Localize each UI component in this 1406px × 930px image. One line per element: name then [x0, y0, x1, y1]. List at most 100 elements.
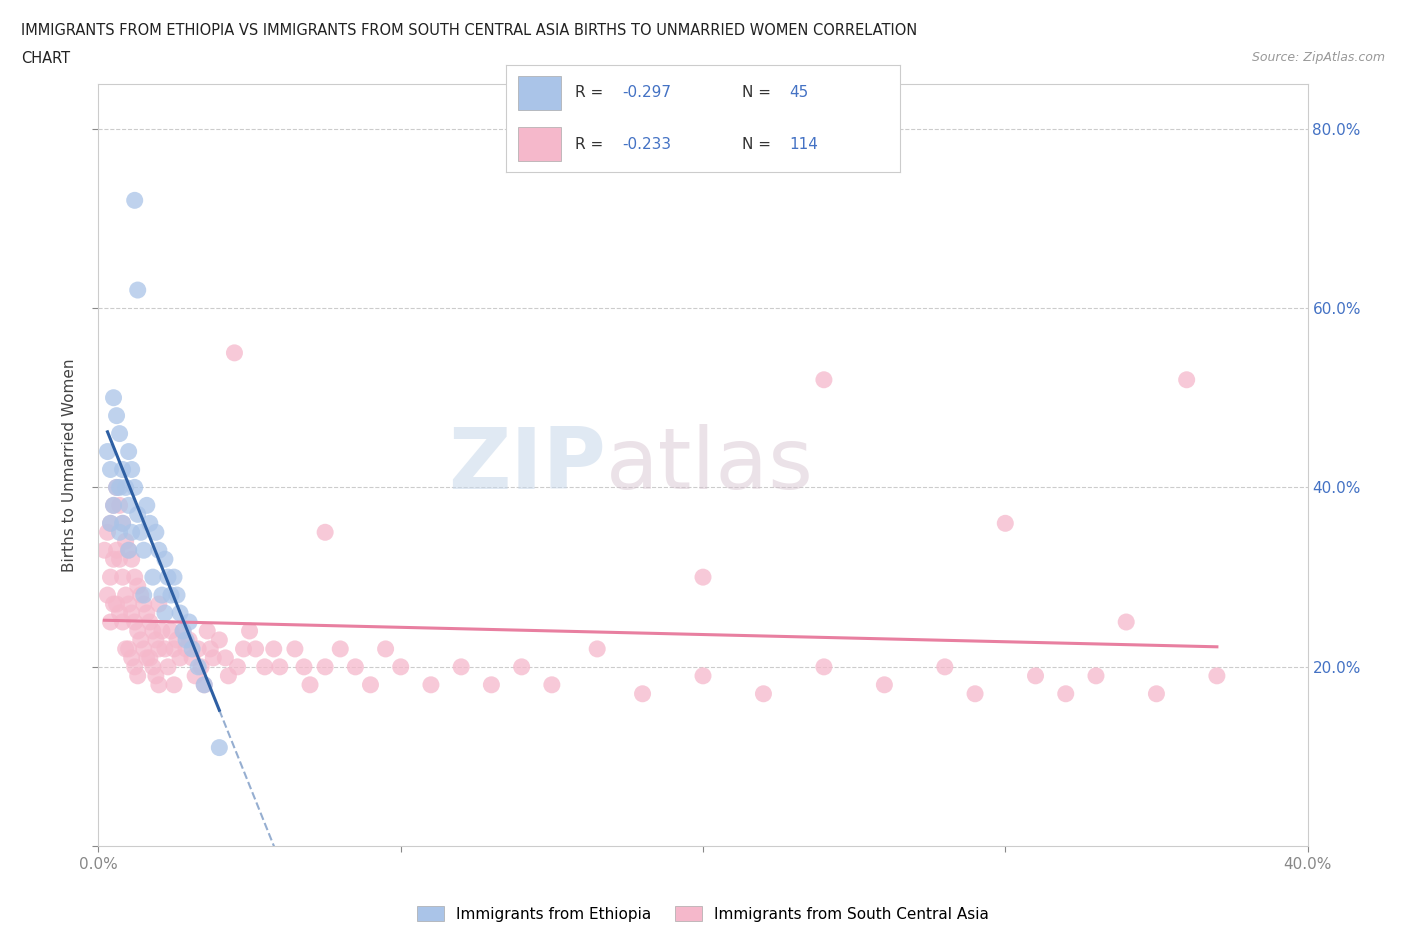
Point — [118, 543, 141, 558]
Point — [540, 677, 562, 692]
Point — [153, 551, 176, 566]
Point — [292, 659, 315, 674]
Point — [181, 642, 204, 657]
Point — [156, 659, 179, 674]
Text: Source: ZipAtlas.com: Source: ZipAtlas.com — [1251, 51, 1385, 64]
Point — [108, 551, 131, 566]
Point — [96, 525, 118, 539]
Point — [450, 659, 472, 674]
Bar — [517, 76, 561, 110]
Point — [139, 650, 162, 665]
Point — [253, 659, 276, 674]
Point — [100, 516, 122, 531]
Point — [148, 642, 170, 657]
Point — [481, 677, 503, 692]
Point — [118, 597, 141, 612]
Point — [226, 659, 249, 674]
Point — [124, 659, 146, 674]
Point — [169, 605, 191, 620]
Point — [1206, 669, 1229, 684]
Point — [124, 615, 146, 630]
Point — [965, 686, 987, 701]
Point — [100, 462, 122, 477]
Point — [692, 570, 714, 585]
Point — [1024, 669, 1046, 684]
Point — [813, 372, 835, 387]
Point — [93, 543, 115, 558]
Text: -0.297: -0.297 — [623, 86, 671, 100]
Text: -0.233: -0.233 — [623, 137, 672, 152]
Point — [108, 426, 131, 441]
Point — [1175, 372, 1198, 387]
Point — [214, 650, 236, 665]
Point — [100, 570, 122, 585]
Point — [105, 408, 128, 423]
Point — [96, 588, 118, 603]
Point — [135, 498, 157, 512]
Point — [692, 669, 714, 684]
Point — [139, 615, 162, 630]
Point — [142, 659, 165, 674]
Point — [129, 588, 152, 603]
Point — [181, 650, 204, 665]
Point — [193, 677, 215, 692]
Point — [127, 623, 149, 638]
Point — [124, 480, 146, 495]
Text: IMMIGRANTS FROM ETHIOPIA VS IMMIGRANTS FROM SOUTH CENTRAL ASIA BIRTHS TO UNMARRI: IMMIGRANTS FROM ETHIOPIA VS IMMIGRANTS F… — [21, 23, 917, 38]
Point — [111, 615, 134, 630]
Y-axis label: Births to Unmarried Women: Births to Unmarried Women — [62, 358, 77, 572]
Point — [299, 677, 322, 692]
Point — [389, 659, 412, 674]
Point — [118, 642, 141, 657]
Point — [163, 570, 186, 585]
Point — [263, 642, 285, 657]
Point — [108, 498, 131, 512]
Point — [374, 642, 396, 657]
Point — [111, 570, 134, 585]
Point — [124, 193, 146, 207]
Point — [163, 677, 186, 692]
Point — [121, 462, 143, 477]
Point — [114, 588, 136, 603]
Point — [994, 516, 1017, 531]
Text: R =: R = — [575, 137, 603, 152]
Point — [148, 543, 170, 558]
Point — [224, 345, 246, 360]
Point — [195, 623, 218, 638]
Point — [150, 588, 173, 603]
Point — [1144, 686, 1167, 701]
Text: CHART: CHART — [21, 51, 70, 66]
Point — [121, 605, 143, 620]
Point — [103, 597, 125, 612]
Text: ZIP: ZIP — [449, 423, 606, 507]
Point — [111, 516, 134, 531]
Point — [127, 507, 149, 522]
Point — [202, 650, 225, 665]
Point — [166, 632, 188, 647]
Point — [360, 677, 382, 692]
Point — [631, 686, 654, 701]
Point — [190, 659, 212, 674]
Point — [121, 650, 143, 665]
Point — [187, 642, 209, 657]
Point — [132, 543, 155, 558]
Point — [148, 677, 170, 692]
Point — [114, 642, 136, 657]
Point — [127, 283, 149, 298]
Text: N =: N = — [742, 137, 772, 152]
Point — [245, 642, 267, 657]
Point — [174, 642, 197, 657]
Point — [100, 615, 122, 630]
Legend: Immigrants from Ethiopia, Immigrants from South Central Asia: Immigrants from Ethiopia, Immigrants fro… — [411, 899, 995, 928]
Point — [160, 623, 183, 638]
Point — [127, 578, 149, 593]
Point — [105, 597, 128, 612]
Point — [813, 659, 835, 674]
Point — [184, 669, 207, 684]
Point — [217, 669, 239, 684]
Point — [108, 525, 131, 539]
Point — [108, 605, 131, 620]
Point — [586, 642, 609, 657]
Text: 45: 45 — [790, 86, 808, 100]
Point — [166, 588, 188, 603]
